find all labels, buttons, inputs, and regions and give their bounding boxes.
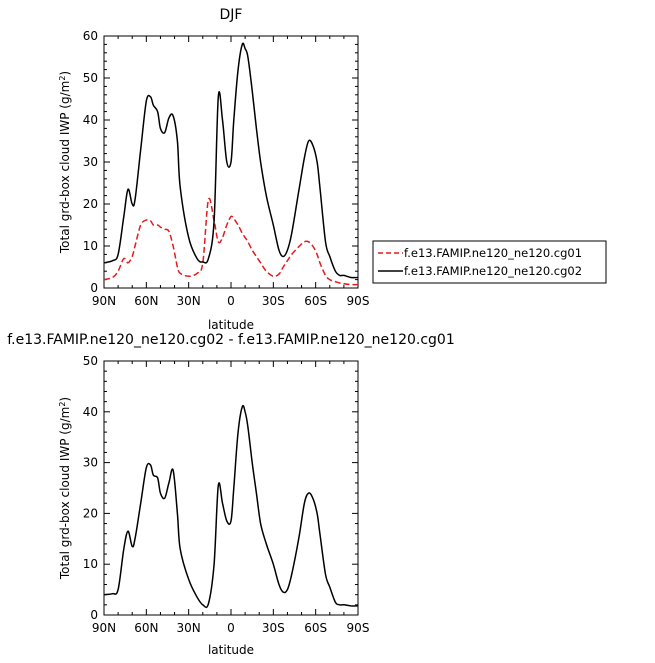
x-tick-label: 60N [134, 294, 158, 308]
y-tick-label: 30 [83, 456, 98, 470]
legend-box [372, 240, 607, 284]
panel1-ylabel-end: ) [58, 71, 72, 76]
y-tick-label: 20 [83, 197, 98, 211]
panel2-ylabel-sup: 2 [58, 402, 67, 407]
x-tick-label: 90S [347, 294, 370, 308]
x-tick-label: 30N [177, 621, 201, 635]
x-tick-label: 0 [227, 621, 235, 635]
panel1-title: DJF [220, 7, 243, 23]
panel2-ylabel: Total grd-box cloud IWP (g/m2) [58, 397, 73, 580]
y-tick-label: 0 [90, 608, 98, 622]
panel2-plot-frame [103, 360, 359, 616]
x-tick-label: 60S [304, 294, 327, 308]
x-tick-label: 60N [134, 621, 158, 635]
panel-top: DJF 90N 60N 30N 0 30S 60S 90S 0 10 20 30 40 50 60 la… [58, 7, 607, 332]
y-tick-label: 50 [83, 71, 98, 85]
x-tick-label: 90S [347, 621, 370, 635]
x-tick-label: 30S [262, 294, 285, 308]
y-tick-label: 40 [83, 405, 98, 419]
x-tick-label: 30S [262, 621, 285, 635]
panel1-ylabel-main: Total grd-box cloud IWP (g/m [58, 81, 72, 254]
panel2-title: f.e13.FAMIP.ne120_ne120.cg02 - f.e13.FAM… [7, 332, 455, 348]
x-tick-label: 0 [227, 294, 235, 308]
y-tick-label: 10 [83, 239, 98, 253]
y-tick-label: 0 [90, 281, 98, 295]
panel2-ylabel-end: ) [58, 397, 72, 402]
x-tick-label: 60S [304, 621, 327, 635]
series-line-difference [103, 404, 359, 609]
y-tick-label: 10 [83, 557, 98, 571]
series-line-f-e13-famip-ne120-ne120-cg01 [103, 197, 359, 286]
panel1-y-ticks: 0 10 20 30 40 50 60 [83, 29, 358, 295]
legend-label-cg02: f.e13.FAMIP.ne120_ne120.cg02 [404, 264, 582, 278]
panel1-ylabel: Total grd-box cloud IWP (g/m2) [58, 71, 73, 254]
y-tick-label: 40 [83, 113, 98, 127]
y-tick-label: 20 [83, 506, 98, 520]
x-tick-label: 90N [92, 621, 116, 635]
panel1-x-ticks: 90N 60N 30N 0 30S 60S 90S [92, 36, 370, 308]
panel2-x-ticks: 90N 60N 30N 0 30S 60S 90S [92, 361, 370, 635]
legend: f.e13.FAMIP.ne120_ne120.cg01 f.e13.FAMIP… [372, 240, 607, 284]
panel1-ylabel-sup: 2 [58, 76, 67, 81]
panel2-ylabel-main: Total grd-box cloud IWP (g/m [58, 407, 72, 580]
x-tick-label: 30N [177, 294, 201, 308]
legend-label-cg01: f.e13.FAMIP.ne120_ne120.cg01 [404, 246, 582, 260]
x-tick-label: 90N [92, 294, 116, 308]
y-tick-label: 30 [83, 155, 98, 169]
panel1-series [103, 42, 359, 286]
panel2-xlabel: latitude [208, 643, 254, 657]
y-tick-label: 60 [83, 29, 98, 43]
panel2-y-ticks: 0 10 20 30 40 50 [83, 354, 358, 622]
panel1-xlabel: latitude [208, 318, 254, 332]
panel-bottom: f.e13.FAMIP.ne120_ne120.cg02 - f.e13.FAM… [7, 332, 455, 657]
panel2-series [103, 404, 359, 609]
series-line-f-e13-famip-ne120-ne120-cg02 [103, 42, 359, 279]
y-tick-label: 50 [83, 354, 98, 368]
